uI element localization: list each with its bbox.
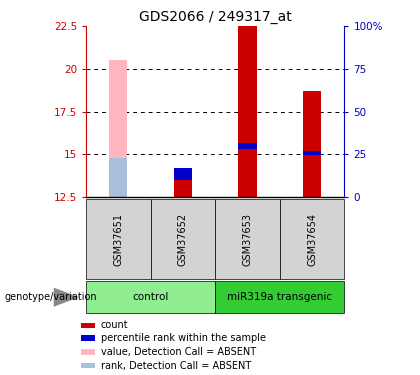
Bar: [303, 151, 321, 155]
Bar: [151, 199, 215, 279]
Bar: [303, 91, 321, 197]
Text: count: count: [100, 321, 128, 330]
Bar: [280, 199, 344, 279]
Text: miR319a transgenic: miR319a transgenic: [227, 292, 332, 302]
Bar: [174, 168, 192, 180]
Bar: [239, 26, 257, 197]
Text: control: control: [132, 292, 169, 302]
Text: percentile rank within the sample: percentile rank within the sample: [100, 333, 265, 343]
Text: GSM37654: GSM37654: [307, 213, 317, 266]
Text: GSM37651: GSM37651: [113, 213, 123, 266]
Bar: [81, 335, 95, 341]
Bar: [239, 143, 257, 149]
Bar: [86, 199, 151, 279]
Text: GSM37652: GSM37652: [178, 213, 188, 266]
Text: value, Detection Call = ABSENT: value, Detection Call = ABSENT: [100, 346, 256, 357]
Text: GSM37653: GSM37653: [242, 213, 252, 266]
Bar: [109, 158, 127, 197]
Text: rank, Detection Call = ABSENT: rank, Detection Call = ABSENT: [100, 361, 251, 370]
Polygon shape: [54, 288, 79, 307]
Title: GDS2066 / 249317_at: GDS2066 / 249317_at: [139, 10, 291, 24]
Bar: [86, 281, 215, 313]
Text: genotype/variation: genotype/variation: [4, 292, 97, 302]
Bar: [81, 322, 95, 328]
Bar: [215, 199, 280, 279]
Bar: [81, 349, 95, 354]
Bar: [81, 363, 95, 369]
Bar: [215, 281, 344, 313]
Bar: [174, 180, 192, 197]
Bar: [109, 60, 127, 197]
